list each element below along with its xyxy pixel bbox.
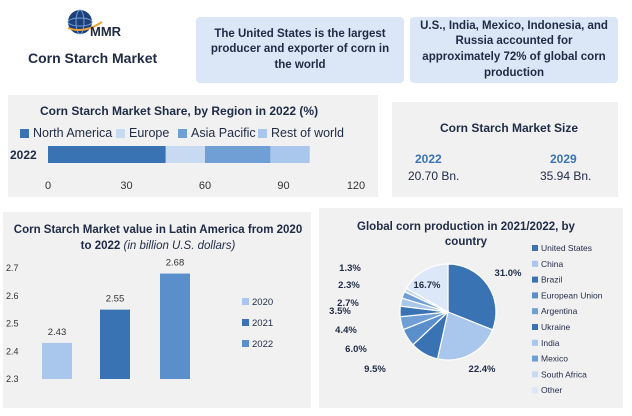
pie-slice-china	[436, 311, 494, 361]
share-legend-label: Rest of world	[271, 126, 344, 140]
share-legend-label: North America	[33, 126, 113, 140]
share-legend-item: Europe	[116, 126, 169, 140]
latam-y-tick: 2.5	[6, 319, 19, 329]
pie-data-label: 4.4%	[335, 325, 357, 336]
callout-text-2: U.S., India, Mexico, Indonesia, and Russ…	[420, 19, 608, 79]
latam-bar-2020	[42, 342, 72, 379]
share-legend-swatch	[116, 129, 125, 139]
market-size-title: Corn Starch Market Size	[440, 121, 579, 135]
latam-y-tick: 2.3	[6, 374, 19, 384]
pie-legend-label: Brazil	[541, 275, 562, 285]
latam-data-label: 2.55	[106, 294, 125, 305]
market-size-value-1: 20.70 Bn.	[408, 169, 460, 183]
pie-legend-swatch	[532, 339, 538, 346]
share-x-tick: 60	[199, 180, 211, 192]
market-share-title: Corn Starch Market Share, by Region in 2…	[40, 104, 319, 118]
pie-data-label: 2.3%	[338, 280, 360, 291]
pie-legend-swatch	[532, 355, 538, 362]
latam-legend-label: 2022	[252, 339, 273, 350]
callout-text-1: The United States is the largest produce…	[210, 27, 390, 71]
page-title: Corn Starch Market	[28, 50, 158, 66]
pie-legend-label: South Africa	[541, 369, 587, 379]
share-bar-rest-of-world	[270, 146, 310, 163]
latam-data-label: 2.68	[166, 258, 185, 269]
market-size-panel	[392, 102, 618, 197]
globe-icon	[67, 9, 103, 35]
pie-data-label: 3.5%	[329, 306, 351, 317]
callout-box-1: The United States is the largest produce…	[196, 17, 404, 83]
pie-data-label: 6.0%	[345, 344, 367, 355]
pie-data-label: 1.3%	[339, 263, 361, 274]
latam-data-label: 2.43	[48, 327, 67, 338]
pie-data-label: 31.0%	[495, 268, 522, 279]
share-bar-north-america	[48, 146, 166, 163]
latam-y-tick: 2.7	[6, 263, 19, 273]
pie-data-label: 9.5%	[364, 364, 386, 375]
pie-legend-label: Other	[541, 385, 562, 395]
pie-legend-swatch	[532, 387, 538, 394]
callout-box-2: U.S., India, Mexico, Indonesia, and Russ…	[410, 17, 618, 83]
market-size-year-1: 2022	[415, 152, 442, 166]
share-legend-swatch	[178, 129, 187, 139]
pie-legend-swatch	[532, 324, 538, 330]
share-bar-europe	[165, 146, 205, 163]
latam-legend-label: 2021	[252, 318, 273, 329]
share-legend-label: Europe	[129, 126, 170, 140]
latam-subtitle: (in billion U.S. dollars)	[123, 240, 236, 253]
share-legend-item: Asia Pacific	[178, 126, 256, 140]
latam-title-text: Corn Starch Market value in Latin Americ…	[13, 224, 303, 253]
logo	[64, 8, 106, 36]
pie-legend-label: Ukraine	[541, 322, 571, 332]
pie-slice-united-states	[447, 263, 497, 331]
latam-legend-swatch	[242, 298, 249, 305]
pie-legend-label: European Union	[541, 290, 603, 300]
pie-slice-other	[405, 263, 449, 314]
latam-legend-swatch	[242, 340, 249, 347]
share-legend-item: North America	[20, 126, 112, 140]
pie-legend-swatch	[532, 245, 538, 251]
pie-legend-label: China	[541, 259, 563, 269]
share-x-tick: 90	[277, 180, 289, 192]
share-bar-asia-pacific	[205, 146, 271, 163]
market-size-value-2: 35.94 Bn.	[540, 169, 592, 183]
share-x-tick: 30	[120, 180, 132, 192]
pie-legend-swatch	[532, 276, 538, 283]
share-x-tick: 120	[347, 180, 365, 192]
latam-y-tick: 2.4	[6, 346, 19, 356]
latam-bar-2021	[100, 309, 130, 379]
latam-title: Corn Starch Market value in Latin Americ…	[8, 222, 308, 254]
latam-bar-2022	[160, 273, 190, 379]
share-legend-swatch	[258, 129, 267, 139]
brand-name: MMR	[90, 24, 122, 39]
pie-data-label: 22.4%	[469, 364, 496, 375]
pie-legend-swatch	[532, 371, 538, 378]
pie-legend-label: India	[541, 338, 560, 348]
pie-legend-swatch	[532, 260, 538, 267]
market-share-category-label: 2022	[10, 148, 37, 162]
latam-legend-swatch	[242, 319, 249, 326]
pie-legend-swatch	[532, 308, 538, 315]
market-share-legend: North America Europe Asia Pacific Rest of w…	[20, 126, 380, 142]
pie-data-label: 2.7%	[337, 298, 359, 309]
share-legend-label: Asia Pacific	[191, 126, 256, 140]
pie-legend-label: Mexico	[541, 354, 568, 364]
share-legend-swatch	[20, 129, 29, 139]
pie-legend-label: United States	[541, 243, 592, 253]
market-size-year-2: 2029	[550, 152, 577, 166]
latam-legend-label: 2020	[252, 297, 273, 308]
latam-y-tick: 2.6	[6, 291, 19, 301]
pie-legend-swatch	[532, 292, 538, 299]
share-x-tick: 0	[45, 180, 51, 192]
share-legend-item: Rest of world	[258, 126, 344, 140]
pie-data-label: 16.7%	[414, 280, 441, 291]
pie-title: Global corn production in 2021/2022, by …	[357, 221, 575, 248]
pie-legend-label: Argentina	[541, 306, 578, 316]
